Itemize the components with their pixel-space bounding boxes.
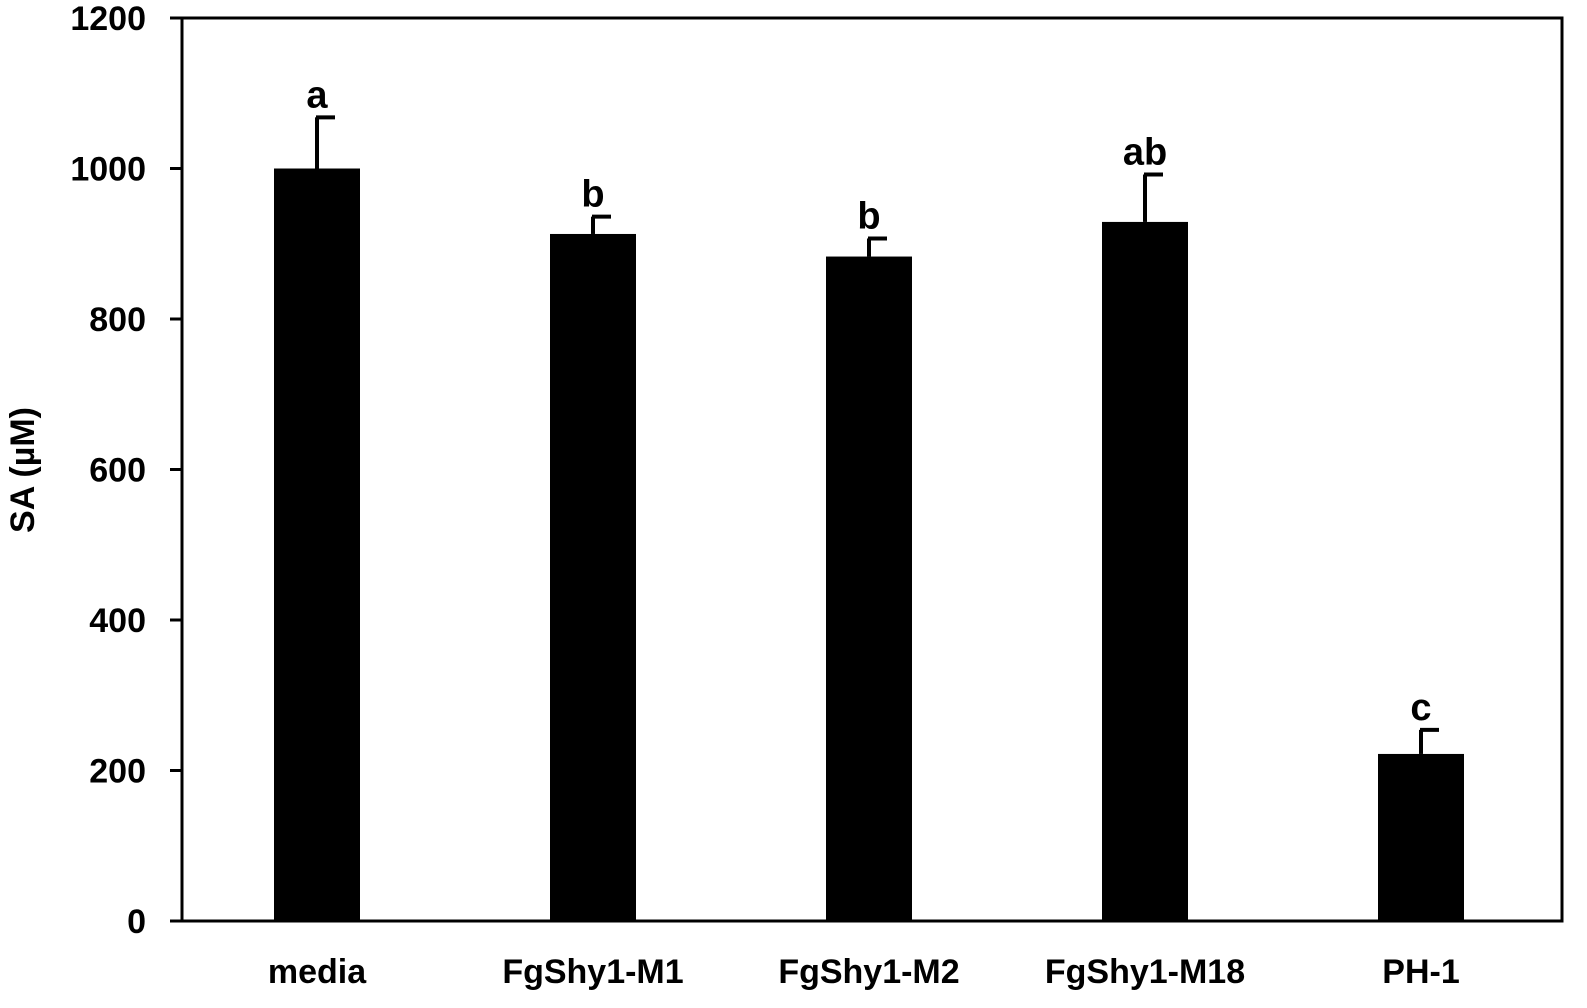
significance-letter: c — [1410, 687, 1431, 729]
bar-series — [274, 168, 1464, 922]
bar-ph-1 — [1378, 753, 1464, 921]
bar-fgshy1-m1 — [550, 233, 636, 921]
x-axis: media FgShy1-M1 FgShy1-M2 FgShy1-M18 PH-1 — [268, 953, 1460, 991]
x-tick-label: FgShy1-M2 — [778, 953, 959, 991]
y-tick-label: 200 — [89, 753, 146, 791]
x-tick-label: media — [268, 953, 367, 991]
bar-fgshy1-m18 — [1102, 221, 1188, 922]
x-tick-label: PH-1 — [1382, 953, 1459, 991]
significance-letter: ab — [1123, 132, 1167, 174]
y-tick-label: 400 — [89, 602, 146, 640]
y-tick-label: 1200 — [70, 0, 146, 38]
y-tick-label: 1000 — [70, 151, 146, 189]
x-tick-label: FgShy1-M18 — [1045, 953, 1245, 991]
bar-fgshy1-m2 — [826, 256, 912, 922]
y-tick-label: 800 — [89, 301, 146, 339]
y-axis: 0 200 400 600 800 1000 1200 — [70, 0, 182, 941]
error-bars — [315, 115, 1439, 754]
y-axis-label: SA (µM) — [4, 407, 42, 533]
y-tick-label: 600 — [89, 452, 146, 490]
significance-letter: a — [306, 74, 328, 116]
x-tick-label: FgShy1-M1 — [502, 953, 683, 991]
significance-letter: b — [857, 195, 880, 237]
significance-letter: b — [581, 174, 604, 216]
bar-media — [274, 168, 360, 921]
y-tick-label: 0 — [127, 903, 146, 941]
